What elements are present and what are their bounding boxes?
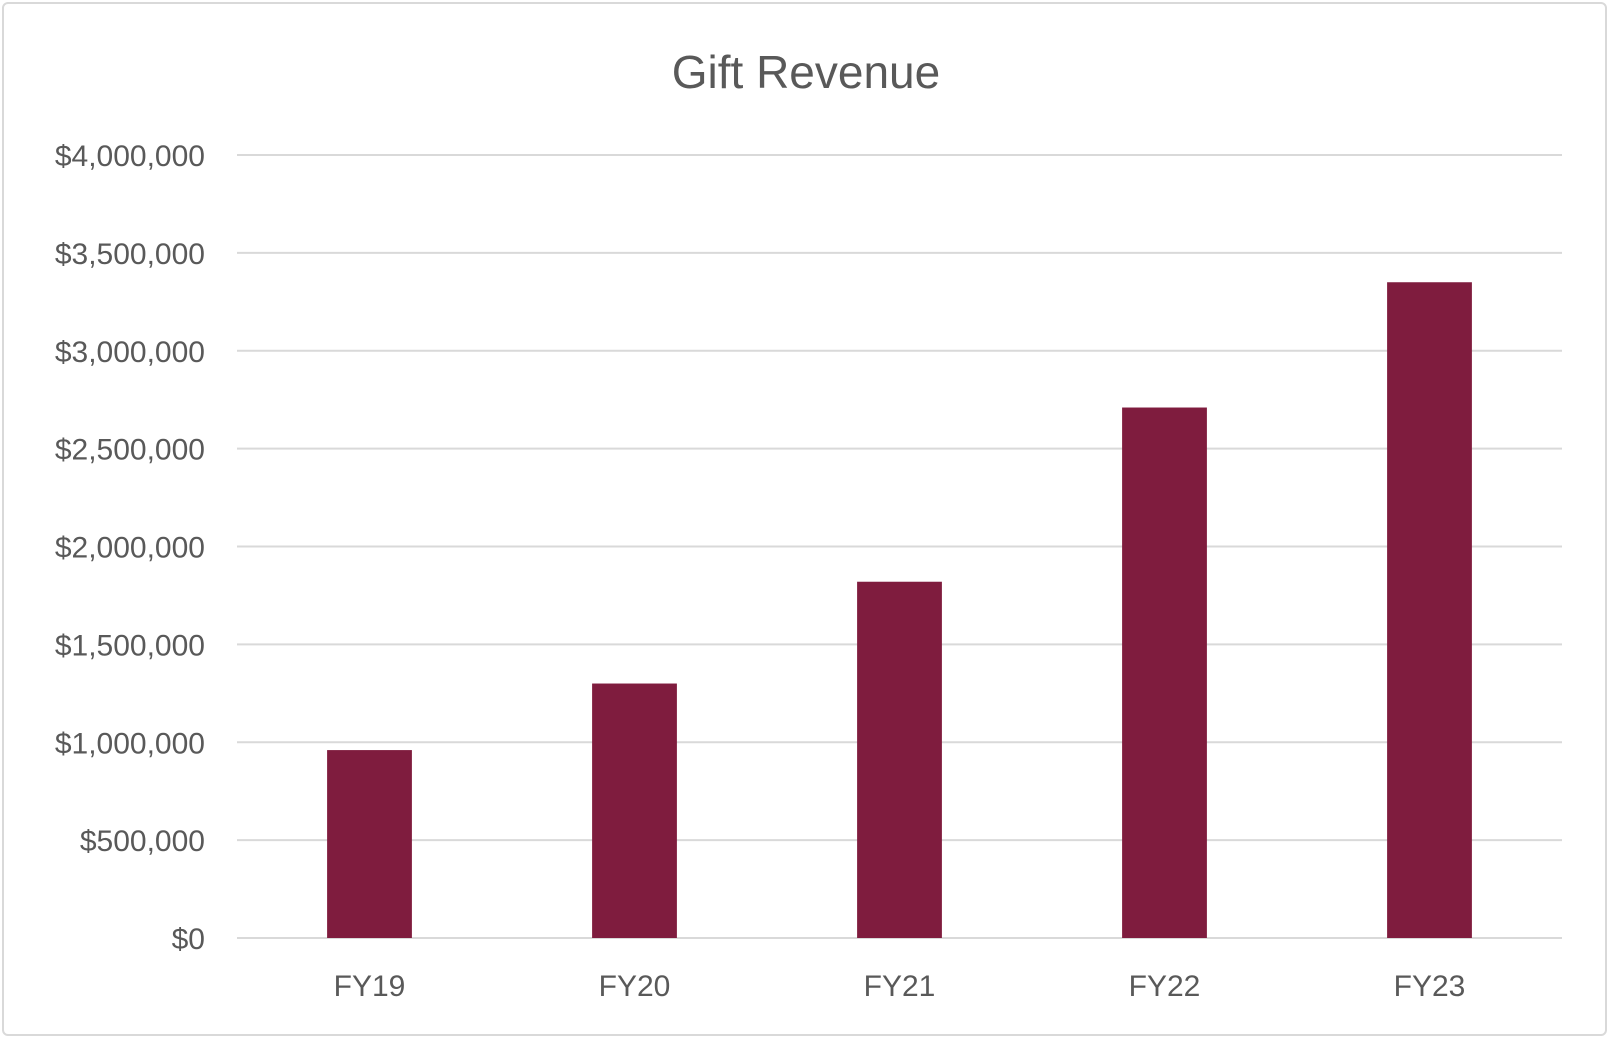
bar-fy20	[592, 683, 677, 938]
x-tick-label-fy19: FY19	[334, 970, 406, 1003]
bar-fy19	[327, 750, 412, 938]
y-tick-label: $4,000,000	[55, 140, 205, 173]
x-tick-label-fy21: FY21	[864, 970, 936, 1003]
y-tick-label: $0	[172, 923, 205, 956]
y-tick-label: $3,500,000	[55, 238, 205, 271]
y-tick-label: $2,000,000	[55, 532, 205, 565]
y-tick-label: $500,000	[80, 825, 205, 858]
x-axis-ticks: FY19 FY20 FY21 FY22 FY23	[334, 970, 1466, 1003]
y-tick-label: $3,000,000	[55, 336, 205, 369]
x-tick-label-fy22: FY22	[1129, 970, 1201, 1003]
y-tick-label: $1,000,000	[55, 727, 205, 760]
y-tick-label: $2,500,000	[55, 434, 205, 467]
bar-fy23	[1387, 282, 1472, 938]
chart-title: Gift Revenue	[672, 46, 940, 98]
x-tick-label-fy20: FY20	[599, 970, 671, 1003]
bar-fy21	[857, 581, 942, 938]
y-tick-label: $1,500,000	[55, 629, 205, 662]
y-axis-ticks: $0 $500,000 $1,000,000 $1,500,000 $2,000,000…	[55, 140, 205, 956]
bars	[327, 282, 1472, 939]
gridlines	[237, 154, 1562, 939]
x-tick-label-fy23: FY23	[1394, 970, 1466, 1003]
bar-fy22	[1122, 407, 1207, 939]
